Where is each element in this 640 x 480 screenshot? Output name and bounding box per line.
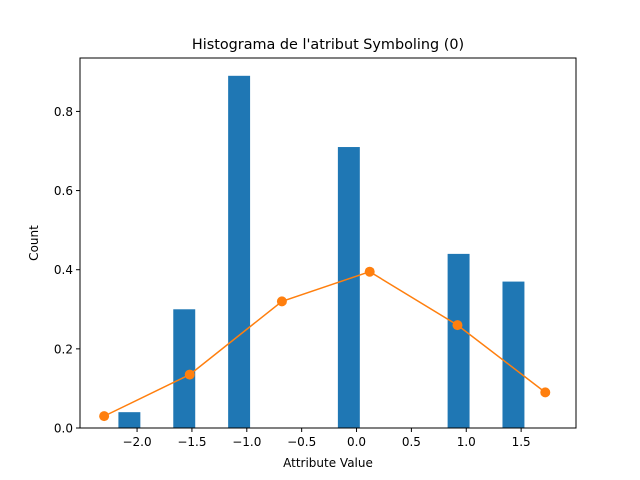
x-tick-label: −1.0 [232, 435, 261, 449]
y-tick-label: 0.8 [54, 105, 73, 119]
y-tick-label: 0.6 [54, 184, 73, 198]
histogram-bar [337, 147, 360, 429]
series-point [364, 266, 375, 277]
x-tick-label: −1.5 [177, 435, 206, 449]
x-tick-label: 0.5 [402, 435, 421, 449]
histogram-bar [228, 75, 251, 428]
y-tick-label: 0.4 [54, 263, 73, 277]
plot-area-frame [79, 57, 577, 429]
series-point [540, 387, 551, 398]
series-line [103, 270, 546, 417]
series-point [184, 369, 195, 380]
histogram-bar [173, 309, 196, 428]
x-axis-label: Attribute Value [283, 456, 373, 470]
histogram-bar [447, 253, 470, 428]
y-tick-label: 0.0 [54, 422, 73, 436]
x-tick-label: −2.0 [122, 435, 151, 449]
series-point [99, 411, 110, 422]
line-layer [99, 266, 551, 422]
x-axis-ticks: −2.0 −1.5 −1.0 −0.5 0.0 0.5 1.0 1.5 [122, 428, 531, 449]
chart-title: Histograma de l'atribut Symboling (0) [192, 37, 464, 53]
histogram-bar [118, 412, 141, 428]
series-point [452, 320, 463, 331]
series-point [276, 296, 287, 307]
y-axis-ticks: 0.0 0.2 0.4 0.6 0.8 [54, 105, 80, 436]
x-tick-label: 0.0 [347, 435, 366, 449]
x-tick-label: 1.5 [512, 435, 531, 449]
y-axis-label: Count [27, 225, 41, 261]
histogram-bar [502, 281, 525, 428]
x-tick-label: −0.5 [287, 435, 316, 449]
x-tick-label: 1.0 [457, 435, 476, 449]
y-tick-label: 0.2 [54, 342, 73, 356]
